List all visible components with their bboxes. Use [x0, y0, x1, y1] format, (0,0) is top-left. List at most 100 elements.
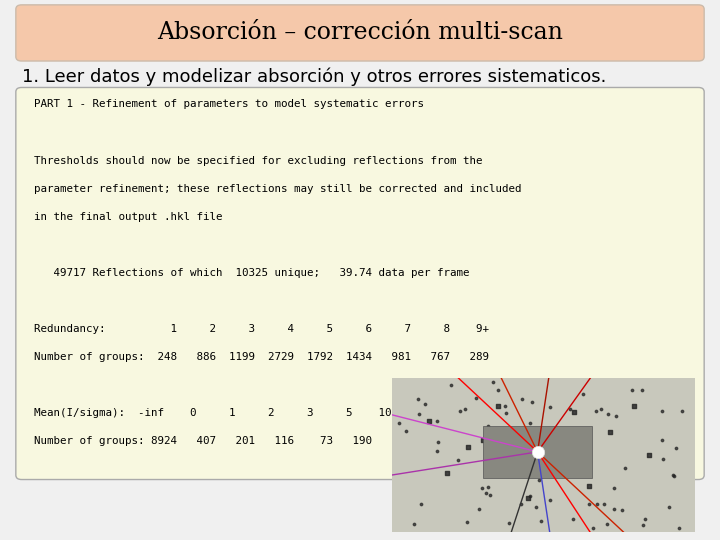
Point [564, 405, 576, 414]
Point [516, 500, 527, 508]
Point [459, 404, 471, 413]
Point [639, 515, 650, 524]
Bar [483, 426, 592, 478]
Point [431, 417, 443, 426]
Point [413, 409, 425, 418]
Point [433, 437, 444, 446]
Point [487, 378, 498, 387]
Point [477, 484, 488, 492]
Point [667, 471, 678, 480]
Point [532, 448, 544, 456]
Point [604, 428, 616, 436]
Point [591, 500, 603, 509]
Point [608, 484, 619, 492]
Point [482, 483, 494, 491]
Point [601, 519, 613, 528]
Point [452, 456, 464, 465]
Point [431, 447, 442, 456]
Point [513, 459, 525, 468]
Point [520, 458, 531, 467]
Point [441, 469, 453, 478]
Point [568, 408, 580, 416]
Point [503, 518, 515, 527]
Point [523, 494, 534, 502]
Text: Number of groups:  248   886  1199  2729  1792  1434   981   767   289: Number of groups: 248 886 1199 2729 1792… [34, 352, 489, 362]
Point [668, 472, 680, 481]
Point [598, 500, 610, 508]
Point [552, 461, 564, 470]
Point [611, 412, 622, 421]
Point [408, 519, 420, 528]
Point [477, 435, 489, 444]
Point [553, 458, 564, 467]
Point [538, 456, 549, 465]
Text: PART 1 - Refinement of parameters to model systematic errors: PART 1 - Refinement of parameters to mod… [34, 99, 424, 110]
Point [415, 500, 426, 509]
Point [616, 505, 627, 514]
Point [544, 403, 556, 412]
Point [530, 502, 541, 511]
Point [462, 443, 474, 451]
Point [626, 386, 637, 394]
Text: parameter refinement; these reflections may still be corrected and included: parameter refinement; these reflections … [34, 184, 521, 194]
Point [393, 418, 405, 427]
Point [473, 505, 485, 514]
Point [670, 443, 682, 452]
Point [583, 500, 595, 508]
Point [412, 395, 423, 404]
Text: Mean(I/sigma):  -inf    0     1     2     3     5    10    15    20   +inf: Mean(I/sigma): -inf 0 1 2 3 5 10 15 20 +… [34, 408, 515, 418]
Point [482, 422, 494, 430]
FancyBboxPatch shape [16, 87, 704, 480]
Point [492, 401, 504, 410]
Point [657, 436, 668, 444]
Point [549, 447, 561, 456]
Point [644, 450, 655, 459]
Text: 49717 Reflections of which  10325 unique;   39.74 data per frame: 49717 Reflections of which 10325 unique;… [34, 268, 469, 278]
Point [492, 386, 504, 394]
Point [535, 516, 546, 525]
Point [559, 427, 570, 436]
Point [567, 514, 579, 523]
Point [471, 394, 482, 402]
Text: Number of groups: 8924   407   201   116    73   190   108    62   244: Number of groups: 8924 407 201 116 73 19… [34, 436, 489, 447]
Point [672, 523, 684, 532]
Point [527, 461, 539, 470]
Point [583, 482, 595, 490]
Point [500, 409, 512, 417]
Point [538, 425, 549, 434]
Point [619, 463, 631, 472]
Point [657, 454, 668, 463]
Point [577, 390, 588, 399]
Point [454, 407, 466, 415]
Point [677, 407, 688, 415]
Point [513, 446, 524, 455]
Point [501, 444, 513, 453]
Point [534, 476, 545, 484]
Point [423, 417, 434, 426]
Point [480, 489, 492, 497]
Point [545, 426, 557, 435]
Point [420, 400, 431, 408]
Point [528, 462, 540, 471]
Point [544, 495, 556, 504]
Text: 1. Leer datos y modelizar absorción y otros errores sistematicos.: 1. Leer datos y modelizar absorción y ot… [22, 68, 606, 86]
Point [516, 395, 528, 403]
Text: in the final output .hkl file: in the final output .hkl file [34, 212, 222, 222]
Point [637, 521, 649, 530]
Text: Thresholds should now be specified for excluding reflections from the: Thresholds should now be specified for e… [34, 156, 482, 166]
Point [636, 386, 647, 394]
Point [524, 418, 536, 427]
Point [524, 491, 536, 500]
Point [603, 410, 614, 418]
Point [445, 381, 456, 389]
Point [629, 401, 640, 410]
Point [495, 440, 507, 448]
FancyBboxPatch shape [16, 5, 704, 61]
Text: Redundancy:          1     2     3     4     5     6     7     8    9+: Redundancy: 1 2 3 4 5 6 7 8 9+ [34, 324, 489, 334]
Text: Absorción – corrección multi-scan: Absorción – corrección multi-scan [157, 22, 563, 44]
Point [608, 504, 620, 513]
Point [590, 406, 601, 415]
Point [461, 518, 472, 526]
Point [663, 503, 675, 511]
Point [656, 407, 667, 415]
